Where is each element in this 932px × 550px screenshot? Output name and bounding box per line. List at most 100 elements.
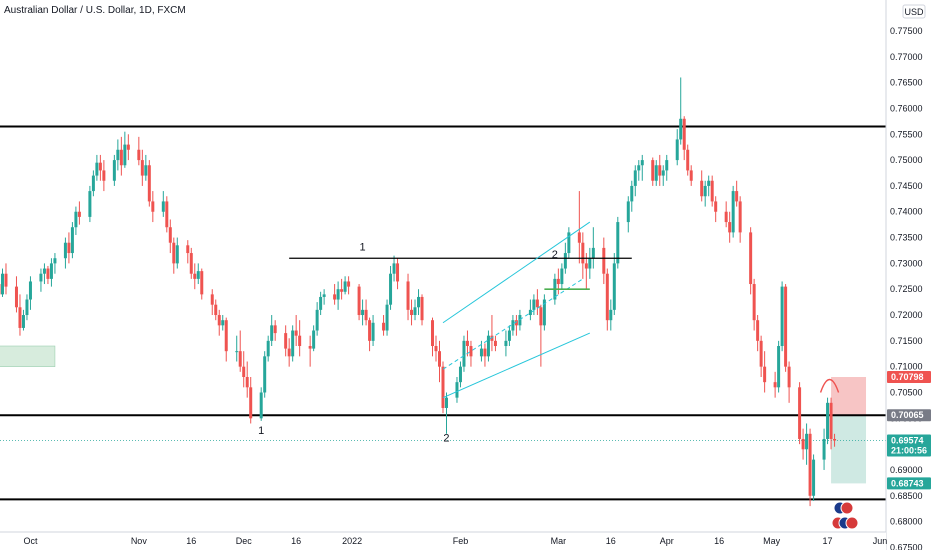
candle-46[interactable] (214, 299, 218, 321)
candle-99[interactable] (469, 340, 473, 367)
candle-69[interactable] (322, 289, 326, 305)
candle-112[interactable] (535, 289, 539, 316)
candle-42[interactable] (193, 263, 197, 290)
candle-147[interactable] (707, 175, 711, 197)
candle-163[interactable] (784, 284, 788, 372)
candle-44[interactable] (200, 268, 204, 300)
candle-88[interactable] (417, 289, 421, 316)
candle-93[interactable] (441, 361, 445, 414)
candle-111[interactable] (532, 294, 536, 316)
candle-128[interactable] (612, 253, 616, 316)
candle-33[interactable] (147, 160, 151, 207)
candle-10[interactable] (39, 268, 43, 292)
candle-74[interactable] (347, 276, 351, 295)
candle-125[interactable] (602, 237, 606, 285)
candle-16[interactable] (67, 232, 71, 264)
candle-96[interactable] (458, 361, 462, 388)
candle-66[interactable] (312, 325, 316, 352)
candle-4[interactable] (4, 263, 8, 295)
candle-94[interactable] (444, 392, 448, 434)
candle-64[interactable] (298, 320, 302, 357)
candle-103[interactable] (490, 315, 494, 352)
candle-38[interactable] (172, 237, 176, 274)
candle-135[interactable] (651, 157, 655, 186)
candle-37[interactable] (168, 219, 172, 254)
candle-114[interactable] (542, 294, 546, 331)
candle-171[interactable] (826, 397, 830, 445)
candle-134[interactable] (640, 154, 644, 181)
candle-78[interactable] (368, 317, 372, 352)
candle-167[interactable] (805, 423, 809, 465)
candle-97[interactable] (462, 335, 466, 372)
candle-161[interactable] (777, 340, 781, 393)
candle-165[interactable] (798, 382, 802, 445)
candle-63[interactable] (294, 315, 298, 347)
candle-56[interactable] (263, 351, 267, 398)
candle-152[interactable] (731, 185, 735, 238)
candle-144[interactable] (689, 165, 693, 186)
channel-upper-line[interactable] (442, 221, 591, 324)
candle-149[interactable] (714, 196, 718, 223)
candle-23[interactable] (98, 154, 102, 181)
candle-26[interactable] (116, 139, 120, 171)
candle-117[interactable] (560, 263, 564, 290)
candle-36[interactable] (165, 196, 169, 233)
candle-61[interactable] (287, 338, 291, 367)
candle-25[interactable] (112, 154, 116, 186)
candle-136[interactable] (654, 160, 658, 186)
candle-129[interactable] (616, 216, 620, 269)
candle-160[interactable] (773, 371, 777, 398)
candle-121[interactable] (581, 232, 585, 279)
candle-153[interactable] (735, 180, 739, 207)
candle-57[interactable] (266, 335, 270, 362)
candle-39[interactable] (175, 237, 179, 269)
candle-43[interactable] (196, 263, 200, 285)
candle-68[interactable] (319, 291, 323, 316)
candle-91[interactable] (434, 335, 438, 362)
demand-zone[interactable] (0, 345, 56, 367)
candle-50[interactable] (235, 335, 239, 362)
candle-130[interactable] (626, 196, 630, 233)
candle-158[interactable] (759, 335, 763, 377)
candle-141[interactable] (679, 77, 683, 145)
candle-58[interactable] (270, 315, 274, 347)
candle-70[interactable] (333, 284, 337, 305)
candle-34[interactable] (151, 191, 155, 223)
candle-87[interactable] (413, 299, 417, 321)
candle-11[interactable] (42, 263, 46, 285)
candle-53[interactable] (245, 361, 249, 398)
candle-75[interactable] (357, 284, 361, 321)
candle-83[interactable] (392, 255, 396, 282)
candle-170[interactable] (822, 428, 826, 470)
candle-47[interactable] (217, 309, 221, 336)
candle-150[interactable] (724, 201, 728, 228)
candle-104[interactable] (493, 335, 497, 352)
candle-89[interactable] (420, 294, 424, 326)
candle-77[interactable] (364, 299, 368, 326)
candle-13[interactable] (49, 258, 53, 287)
candle-17[interactable] (70, 222, 74, 259)
candle-101[interactable] (483, 343, 487, 367)
currency-badge[interactable]: USD (904, 7, 924, 17)
candle-30[interactable] (137, 136, 141, 166)
candle-62[interactable] (291, 325, 295, 362)
candle-49[interactable] (224, 317, 228, 362)
candle-40[interactable] (186, 240, 190, 264)
candle-155[interactable] (749, 227, 753, 295)
candle-95[interactable] (455, 376, 459, 403)
candle-65[interactable] (308, 335, 312, 367)
candle-8[interactable] (25, 294, 29, 321)
candle-19[interactable] (77, 201, 81, 225)
candle-79[interactable] (371, 315, 375, 347)
candle-32[interactable] (144, 154, 148, 181)
candle-172[interactable] (829, 397, 833, 450)
candle-24[interactable] (102, 160, 106, 192)
candle-27[interactable] (119, 136, 123, 176)
candle-140[interactable] (675, 129, 679, 166)
candle-133[interactable] (637, 160, 641, 181)
candle-76[interactable] (361, 299, 365, 326)
events-icon[interactable] (831, 516, 859, 530)
candle-108[interactable] (514, 315, 518, 336)
candle-15[interactable] (63, 237, 67, 269)
candle-72[interactable] (340, 278, 344, 300)
